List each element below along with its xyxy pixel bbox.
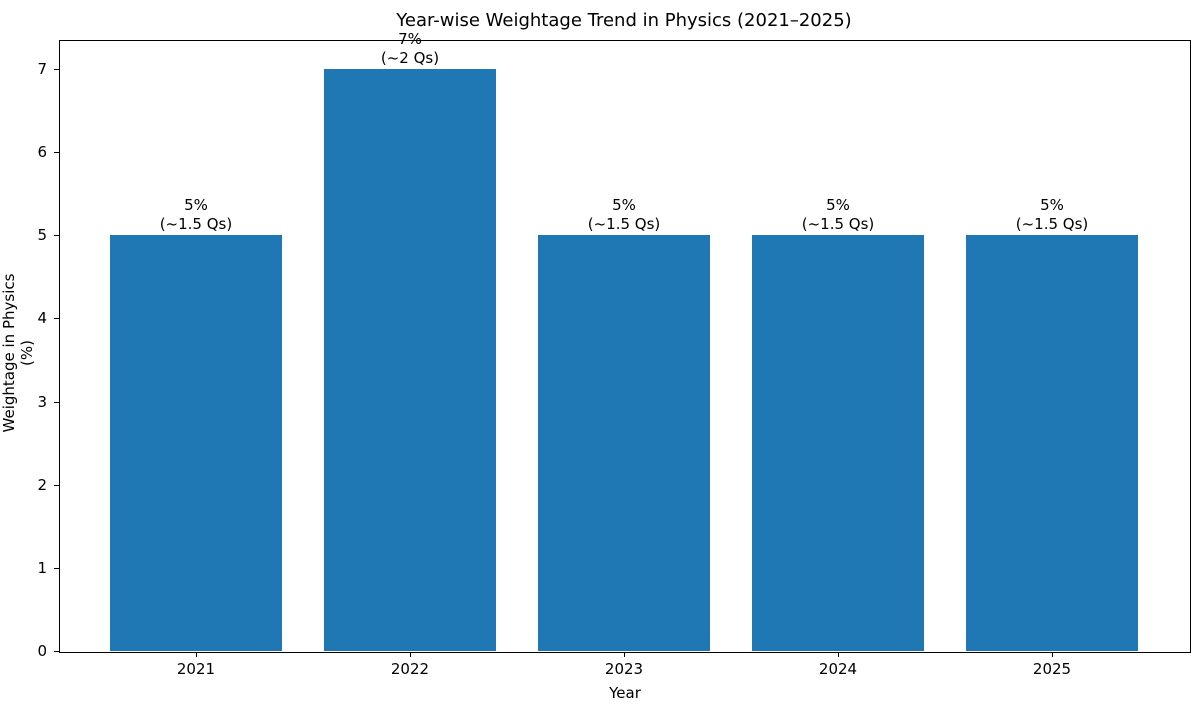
bar-2022 <box>324 69 496 651</box>
x-tick <box>838 652 839 657</box>
y-tick <box>54 401 59 403</box>
y-tick <box>54 152 59 154</box>
bar-2025 <box>966 235 1138 651</box>
x-tick <box>195 652 197 657</box>
bar-value-label: 5% (~1.5 Qs) <box>159 196 233 234</box>
x-tick <box>409 652 411 657</box>
y-tick <box>54 567 59 569</box>
bar-2023 <box>538 235 710 651</box>
y-tick-label: 4 <box>37 309 47 328</box>
y-tick <box>54 318 59 320</box>
bar-value-label: 7% (~2 Qs) <box>380 30 440 68</box>
y-tick-label: 2 <box>37 475 47 494</box>
bar-2021 <box>110 235 282 651</box>
y-tick-label: 6 <box>37 143 47 162</box>
y-tick <box>54 69 59 71</box>
chart-title: Year-wise Weightage Trend in Physics (20… <box>396 10 852 31</box>
bar-value-label: 5% (~1.5 Qs) <box>801 196 875 234</box>
y-tick-label: 7 <box>37 60 47 79</box>
y-tick-label: 0 <box>37 642 47 660</box>
x-axis-label: Year <box>609 684 641 702</box>
bar-value-label: 5% (~1.5 Qs) <box>1015 196 1089 234</box>
y-tick <box>54 484 59 486</box>
x-tick-label: 2023 <box>604 660 644 678</box>
x-tick-label: 2025 <box>1032 660 1072 678</box>
y-tick <box>54 651 59 652</box>
x-tick-label: 2021 <box>176 660 216 678</box>
y-tick-label: 1 <box>37 558 47 577</box>
x-tick <box>1052 652 1054 657</box>
bar-2024 <box>752 235 924 651</box>
bar-value-label: 5% (~1.5 Qs) <box>587 196 661 234</box>
y-tick-label: 3 <box>37 392 47 411</box>
plot-area <box>59 40 1191 653</box>
x-tick <box>624 652 625 657</box>
y-tick <box>54 235 59 237</box>
x-tick-label: 2024 <box>818 660 858 678</box>
x-tick-label: 2022 <box>390 660 430 678</box>
y-tick-label: 5 <box>37 226 47 245</box>
